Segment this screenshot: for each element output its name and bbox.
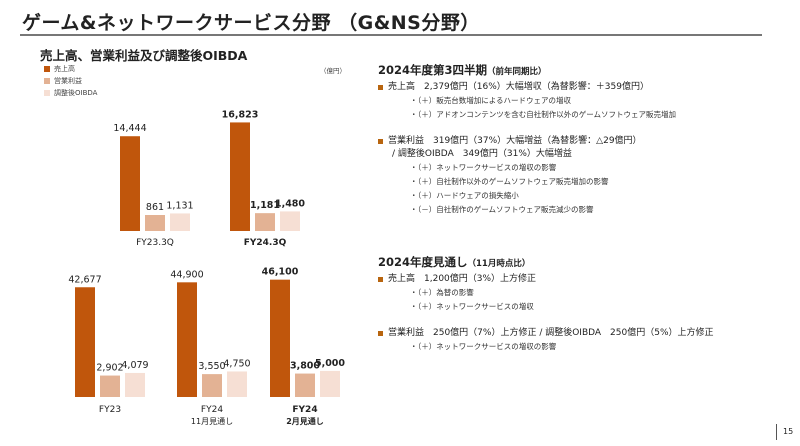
legend-swatch [44,66,50,72]
bar-oibda [170,213,190,231]
data-label: 4,750 [223,358,250,369]
legend-label: 調整後OIBDA [54,89,98,97]
bar-operating-income [100,375,120,397]
category-label: FY23.3Q [136,238,174,248]
legend-item-operating-income: 営業利益 [44,75,97,87]
legend-swatch [44,90,50,96]
data-label: 861 [146,202,164,213]
fy-sales-item: ・（＋）為替の影響 [410,288,474,297]
q3-sales-item: ・（＋）販売台数増加によるハードウェアの増収 [410,96,572,105]
bar-operating-income [295,373,315,397]
data-label: 44,900 [170,269,203,280]
q3-oi: 営業利益 319億円（37%）大幅増益（為替影響：△29億円） [378,135,676,148]
data-label: 1,181 [250,200,280,211]
bar-operating-income [202,374,222,397]
bar-sales [230,122,250,231]
bar-sales [75,287,95,397]
data-label: 3,550 [198,361,225,372]
data-label: 14,444 [113,123,146,134]
q3-oi-item: ・（＋）ハードウェアの損失縮小 [410,191,519,200]
data-label: 1,480 [275,198,305,209]
legend-swatch [44,78,50,84]
q3-sales: 売上高 2,379億円（16%）大幅増収（為替影響：＋359億円） [378,81,676,94]
fy-heading: 2024年度見通し（11月時点比） [378,255,531,270]
q3-oi-item: ・（＋）ネットワークサービスの増収の影響 [410,163,557,172]
chart-subtitle: 売上高、営業利益及び調整後OIBDA [40,48,248,63]
legend-item-oibda: 調整後OIBDA [44,87,97,99]
q3-oibda: / 調整後OIBDA 349億円（31%）大幅増益 [392,149,572,159]
category-label: FY23 [99,405,121,415]
data-label: 4,079 [121,360,148,371]
data-label: 5,000 [315,358,345,369]
category-label: 11月見通し [191,416,233,426]
bar-sales [270,279,290,397]
category-label: FY24 [292,405,317,415]
fy-oi: 営業利益 250億円（7%）上方修正 / 調整後OIBDA 250億円（5%）上… [378,327,714,340]
q3-sales-item: ・（＋）アドオンコンテンツを含む自社制作以外のゲームソフトウェア販売増加 [410,110,677,119]
q3-oi-item: ・（－）自社制作のゲームソフトウェア販売減少の影響 [410,205,594,214]
legend: 売上高 営業利益 調整後OIBDA [44,63,97,99]
bar-oibda [320,370,340,397]
category-label: 2月見通し [286,416,324,426]
legend-label: 売上高 [54,65,75,73]
bar-sales [120,136,140,231]
data-label: 1,131 [166,200,193,211]
bar-operating-income [145,215,165,231]
legend-label: 営業利益 [54,77,82,85]
fy-sales: 売上高 1,200億円（3%）上方修正 [378,273,714,286]
q3-oi-item: ・（＋）自社制作以外のゲームソフトウェア販売増加の影響 [410,177,609,186]
data-label: 42,677 [68,274,101,285]
category-label: FY24.3Q [244,238,287,248]
q3-heading: 2024年度第3四半期（前年同期比） [378,63,547,78]
data-label: 2,902 [96,363,123,374]
bar-sales [177,282,197,397]
title-rule [20,34,762,36]
legend-item-sales: 売上高 [44,63,97,75]
category-label: FY24 [201,405,223,415]
q3-section: 2024年度第3四半期（前年同期比） 売上高 2,379億円（16%）大幅増収（… [378,64,676,217]
bar-oibda [280,211,300,231]
data-label: 3,800 [290,361,320,372]
bar-oibda [227,371,247,397]
fy-oi-item: ・（＋）ネットワークサービスの増収の影響 [410,342,557,351]
unit-label: （億円） [320,67,346,75]
fy-sales-item: ・（＋）ネットワークサービスの増収 [410,302,534,311]
data-label: 46,100 [262,267,299,278]
page-title: ゲーム&ネットワークサービス分野 （G&NS分野） [22,12,480,34]
bar-operating-income [255,213,275,231]
page-number: 15 [776,424,793,440]
data-label: 16,823 [222,109,259,120]
fy-section: 2024年度見通し（11月時点比） 売上高 1,200億円（3%）上方修正 ・（… [378,256,714,354]
bar-oibda [125,372,145,397]
